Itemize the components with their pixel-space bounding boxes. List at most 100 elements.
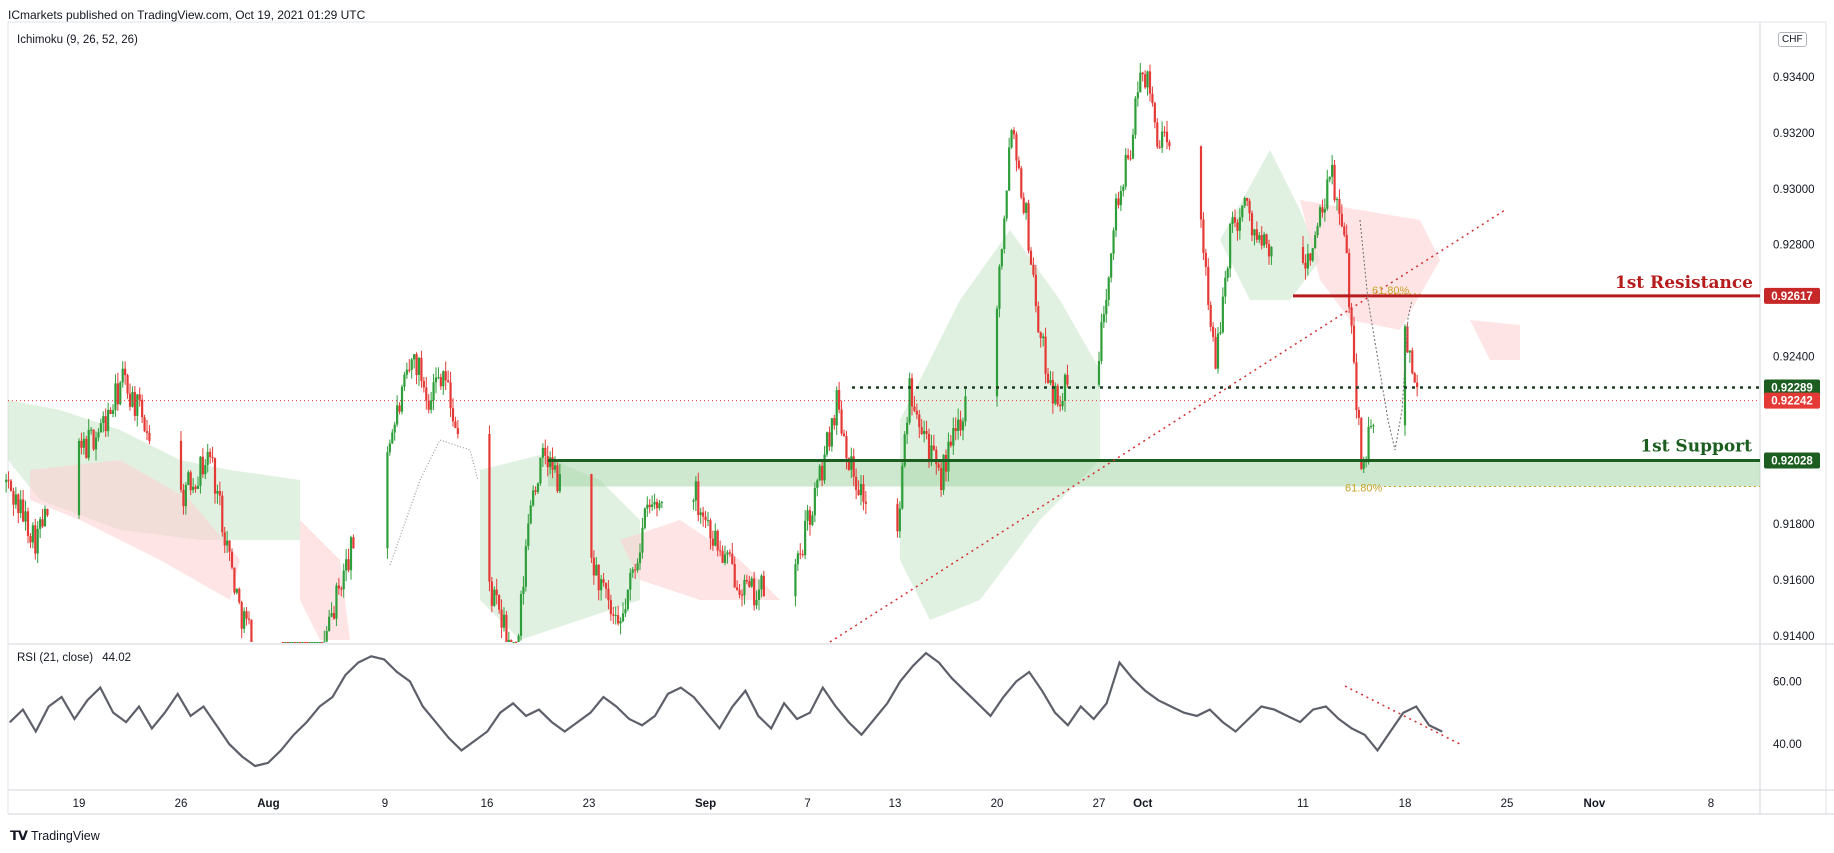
candle-body bbox=[133, 392, 136, 416]
candle-body bbox=[629, 572, 632, 590]
candle-body bbox=[192, 486, 195, 491]
candle-body bbox=[187, 472, 190, 485]
rsi-point bbox=[1093, 718, 1095, 720]
candle-body bbox=[439, 377, 442, 387]
candle-body bbox=[748, 581, 751, 587]
candle-body bbox=[39, 519, 42, 529]
price-badge-label-2: 0.92242 bbox=[1771, 396, 1813, 408]
candle-body bbox=[592, 557, 595, 576]
rsi-point bbox=[1170, 705, 1172, 708]
candle-body bbox=[961, 421, 965, 431]
candle-body bbox=[408, 369, 411, 371]
time-tick-11: Oct bbox=[1133, 798, 1152, 810]
rsi-point bbox=[796, 718, 798, 720]
candle-body bbox=[228, 540, 231, 552]
candle-body bbox=[46, 508, 49, 516]
candle-body bbox=[655, 501, 659, 509]
rsi-point bbox=[138, 705, 140, 708]
candle-body bbox=[17, 494, 20, 514]
candle-body bbox=[24, 511, 27, 522]
candle-body bbox=[1221, 296, 1224, 333]
candle-body bbox=[1046, 373, 1050, 383]
candle-body bbox=[1326, 179, 1329, 209]
rsi-point bbox=[125, 721, 127, 723]
candle-body bbox=[1352, 325, 1356, 363]
candle-body bbox=[194, 486, 197, 489]
rsi-point bbox=[9, 721, 11, 723]
rsi-point bbox=[1428, 724, 1430, 726]
candle-body bbox=[196, 485, 200, 489]
candle-body bbox=[1406, 326, 1409, 353]
candle-body bbox=[1328, 176, 1331, 180]
candle-body bbox=[1056, 385, 1059, 405]
time-tick-7: 7 bbox=[804, 798, 810, 810]
rsi-point bbox=[1441, 730, 1443, 733]
time-tick-9: 20 bbox=[991, 798, 1004, 810]
candle-body bbox=[614, 615, 617, 617]
candle-body bbox=[1168, 142, 1171, 147]
candle-body bbox=[1367, 426, 1370, 460]
candle-body bbox=[141, 399, 144, 418]
candle-body bbox=[995, 308, 999, 397]
candle-body bbox=[1350, 307, 1353, 326]
candle-body bbox=[1044, 336, 1047, 374]
rsi-indicator-legend[interactable]: RSI (21, close) 44.02 bbox=[17, 652, 131, 664]
rsi-point bbox=[190, 715, 192, 717]
candle-body bbox=[124, 368, 127, 376]
candle-body bbox=[1017, 160, 1020, 169]
candle-body bbox=[1114, 198, 1118, 231]
tradingview-logo-icon: 𝗧𝗩 bbox=[10, 828, 28, 843]
candle-body bbox=[218, 491, 221, 496]
candle-body bbox=[733, 563, 736, 588]
candle-body bbox=[1122, 186, 1125, 191]
candle-body bbox=[760, 575, 763, 590]
candle-body bbox=[345, 559, 348, 571]
candle-body bbox=[1039, 332, 1042, 339]
rsi-point bbox=[964, 690, 966, 692]
time-tick-3: 9 bbox=[382, 798, 388, 810]
candle-body bbox=[898, 508, 901, 532]
candle-body bbox=[36, 528, 39, 554]
tradingview-brand[interactable]: 𝗧𝗩 TradingView bbox=[10, 828, 100, 844]
rsi-point bbox=[731, 705, 734, 708]
ichimoku-indicator-label[interactable]: Ichimoku (9, 26, 52, 26) bbox=[17, 34, 138, 46]
candle-body bbox=[1258, 235, 1261, 240]
rsi-point bbox=[228, 743, 230, 745]
candle-body bbox=[1136, 92, 1139, 99]
time-tick-2: Aug bbox=[257, 798, 279, 810]
candle-body bbox=[1238, 217, 1241, 231]
rsi-point bbox=[499, 712, 501, 714]
time-tick-12: 11 bbox=[1297, 798, 1309, 810]
candle-body bbox=[716, 530, 719, 551]
candle-body bbox=[434, 377, 438, 383]
time-tick-4: 16 bbox=[481, 798, 494, 810]
candle-body bbox=[1012, 130, 1016, 135]
candle-body bbox=[862, 484, 865, 502]
candle-body bbox=[1321, 207, 1324, 213]
candle-body bbox=[840, 409, 843, 434]
candle-body bbox=[417, 357, 421, 375]
rsi-point bbox=[35, 730, 37, 733]
candle-body bbox=[1127, 155, 1130, 159]
rsi-current-value: 44.02 bbox=[102, 652, 132, 664]
candle-body bbox=[391, 432, 394, 444]
rsi-point bbox=[1363, 734, 1366, 736]
rsi-tick-1: 40.00 bbox=[1773, 739, 1802, 751]
candle-body bbox=[799, 553, 802, 555]
candle-body bbox=[80, 440, 83, 448]
candle-body bbox=[1049, 380, 1052, 383]
currency-badge[interactable]: CHF bbox=[1778, 32, 1807, 47]
candle-body bbox=[148, 432, 151, 441]
candle-body bbox=[702, 512, 705, 517]
candle-body bbox=[1263, 234, 1266, 246]
candle-body bbox=[454, 421, 457, 428]
rsi-point bbox=[112, 712, 114, 714]
candle-body bbox=[330, 613, 333, 617]
rsi-point bbox=[1234, 730, 1237, 733]
rsi-point bbox=[1273, 708, 1275, 711]
candle-body bbox=[1008, 147, 1011, 191]
rsi-point bbox=[1415, 705, 1417, 708]
candle-body bbox=[711, 538, 714, 546]
publisher-header: ICmarkets published on TradingView.com, … bbox=[8, 8, 366, 22]
